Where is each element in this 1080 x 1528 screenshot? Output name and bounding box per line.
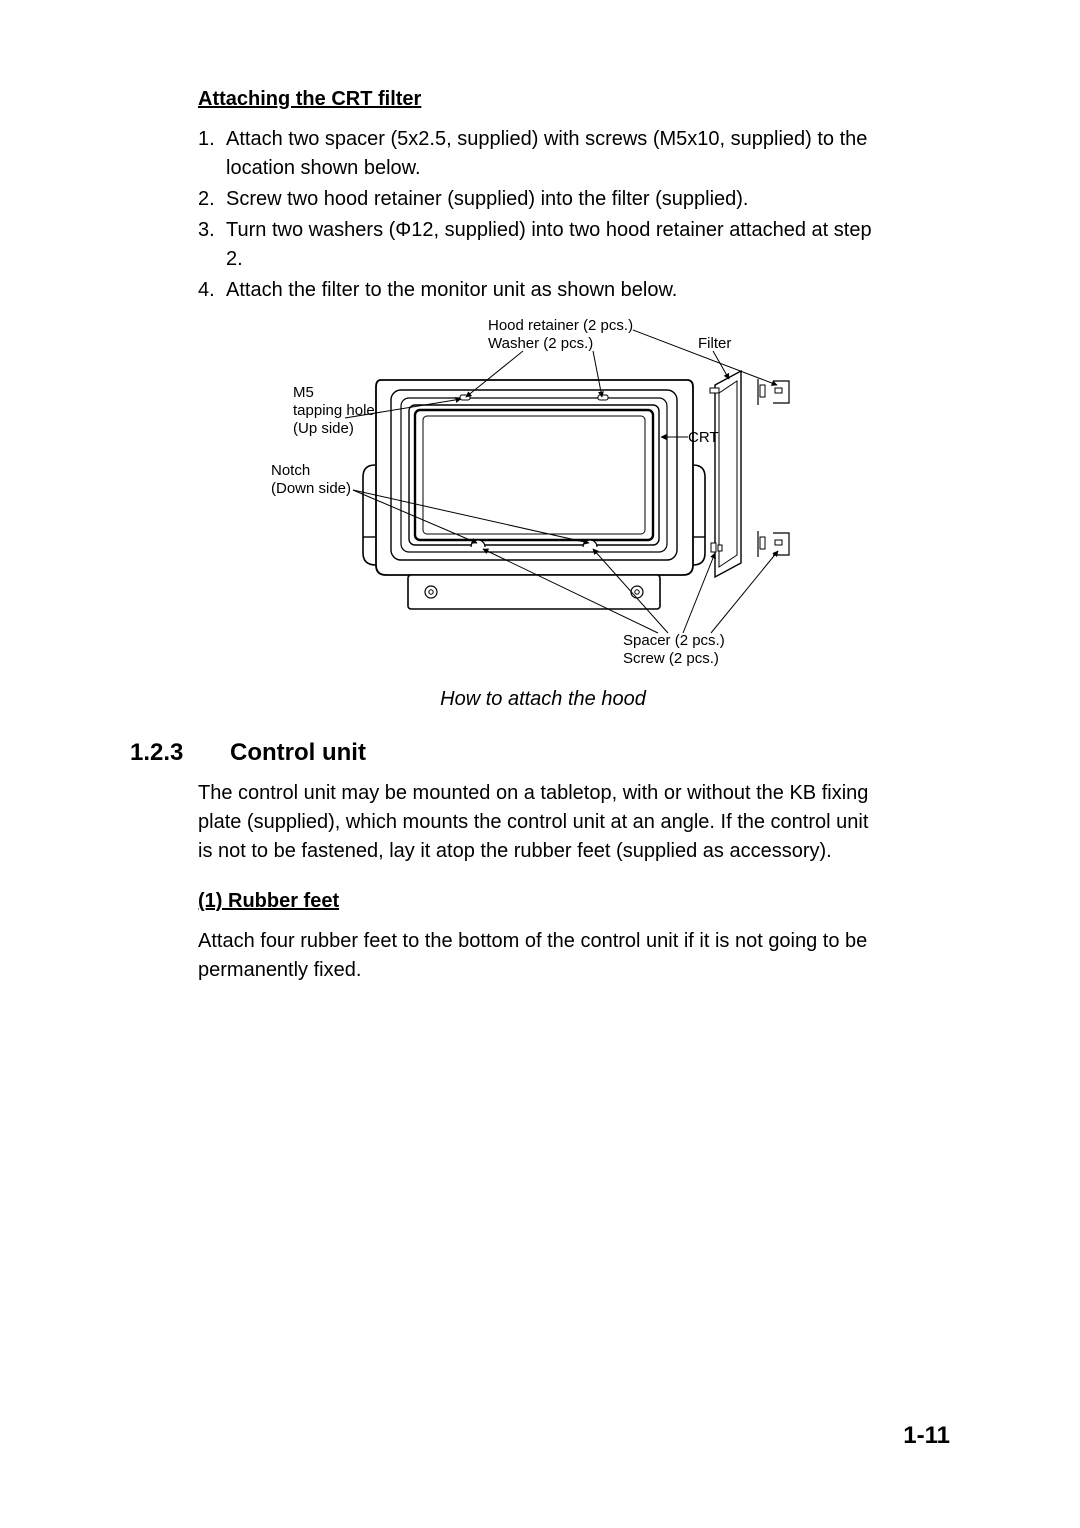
- rubber-feet-body: Attach four rubber feet to the bottom of…: [198, 927, 888, 985]
- section-heading-row: 1.2.3 Control unit: [130, 739, 888, 767]
- diagram-caption: How to attach the hood: [198, 688, 888, 711]
- crt-filter-heading: Attaching the CRT filter: [198, 88, 888, 111]
- step-text: Attach the filter to the monitor unit as…: [226, 279, 677, 301]
- label-washer: Washer (2 pcs.): [488, 335, 593, 352]
- section-body: The control unit may be mounted on a tab…: [198, 779, 888, 866]
- rubber-feet-heading: (1) Rubber feet: [198, 890, 888, 913]
- list-item: 2.Screw two hood retainer (supplied) int…: [198, 185, 888, 214]
- list-item: 3.Turn two washers (Φ12, supplied) into …: [198, 216, 888, 274]
- step-text: Attach two spacer (5x2.5, supplied) with…: [226, 128, 867, 179]
- step-text: Screw two hood retainer (supplied) into …: [226, 188, 748, 210]
- label-m5-2: tapping hole: [293, 402, 375, 419]
- page: Attaching the CRT filter 1.Attach two sp…: [0, 0, 1080, 1528]
- label-spacer: Spacer (2 pcs.): [623, 632, 725, 649]
- label-notch-1: Notch: [271, 462, 310, 479]
- label-m5-3: (Up side): [293, 420, 354, 437]
- main-content: Attaching the CRT filter 1.Attach two sp…: [198, 88, 888, 985]
- label-notch-2: (Down side): [271, 480, 351, 497]
- step-text: Turn two washers (Φ12, supplied) into tw…: [226, 219, 872, 270]
- page-number: 1-11: [903, 1422, 950, 1450]
- label-hood-retainer: Hood retainer (2 pcs.): [488, 317, 633, 334]
- label-filter: Filter: [698, 335, 731, 352]
- label-crt: CRT: [688, 429, 719, 446]
- section-number: 1.2.3: [130, 739, 230, 767]
- label-m5-1: M5: [293, 384, 314, 401]
- crt-filter-steps: 1.Attach two spacer (5x2.5, supplied) wi…: [198, 125, 888, 305]
- crt-diagram: Hood retainer (2 pcs.) Washer (2 pcs.) F…: [263, 315, 823, 675]
- section-title: Control unit: [230, 739, 366, 767]
- list-item: 4.Attach the filter to the monitor unit …: [198, 276, 888, 305]
- diagram-container: Hood retainer (2 pcs.) Washer (2 pcs.) F…: [198, 315, 888, 680]
- label-screw: Screw (2 pcs.): [623, 650, 719, 667]
- list-item: 1.Attach two spacer (5x2.5, supplied) wi…: [198, 125, 888, 183]
